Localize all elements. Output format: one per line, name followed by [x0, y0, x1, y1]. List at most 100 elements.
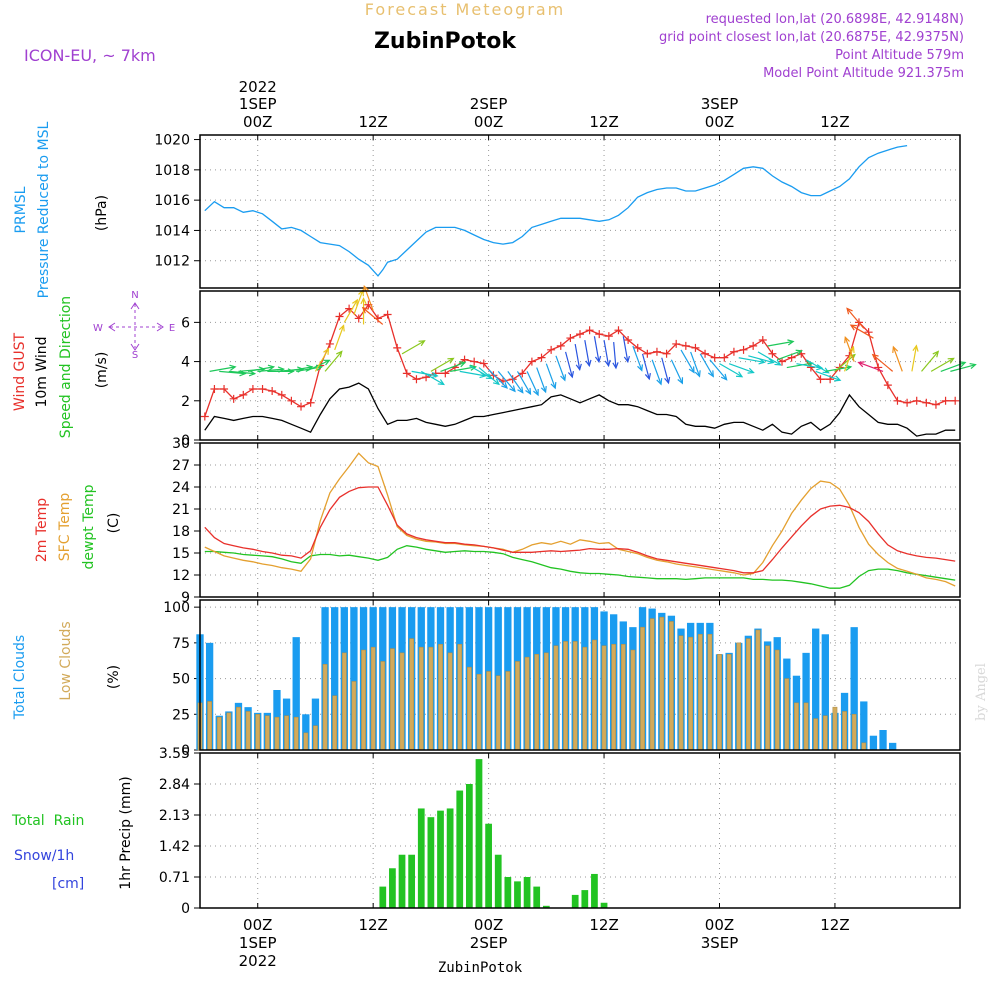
rain-bar	[389, 868, 396, 908]
temp-ytick-label: 30	[172, 436, 190, 452]
wind-arrow-shaft	[850, 324, 874, 339]
low-cloud-bar	[765, 645, 770, 751]
gust-marker	[393, 343, 402, 352]
precip-ytick-label: 2.13	[159, 808, 190, 824]
gust-marker	[383, 310, 392, 319]
prmsl-ytick-label: 1012	[154, 254, 190, 270]
wind-arrow	[488, 369, 508, 389]
top-hour-label: 12Z	[820, 113, 849, 131]
gust-marker	[576, 330, 584, 339]
wind-arrow-shaft	[324, 351, 343, 372]
wind-arrow	[815, 370, 842, 382]
panel-frame	[199, 599, 961, 751]
wind-arrow	[767, 339, 795, 347]
low-cloud-bar	[486, 671, 491, 751]
wind-arrow-shaft	[593, 336, 600, 362]
low-cloud-bar	[409, 638, 415, 751]
gust-marker	[951, 396, 960, 405]
dewpoint-line	[204, 545, 956, 589]
wind-arrow-head	[947, 357, 955, 364]
low-cloud-title: Low Clouds	[58, 621, 74, 700]
wind-arrow-head	[248, 370, 257, 377]
wind-arrow-shaft	[420, 370, 445, 385]
wind-arrow-shaft	[545, 363, 556, 389]
low-cloud-bar	[284, 715, 289, 751]
wind-arrow-shaft	[767, 340, 794, 347]
wind-arrow-head	[567, 371, 575, 379]
gust-marker	[220, 385, 229, 394]
low-cloud-bar	[380, 661, 386, 751]
wind-arrow-shaft	[362, 307, 384, 325]
compass-s: S	[132, 350, 138, 361]
wind-arrow-head	[358, 288, 365, 297]
gust-marker	[672, 339, 681, 348]
low-cloud-bar	[726, 654, 732, 751]
low-cloud-bar	[640, 626, 645, 751]
low-cloud-bar	[543, 652, 549, 751]
wind-arrow-head	[492, 378, 500, 386]
wind-arrow-head	[767, 358, 775, 365]
gust-marker	[633, 343, 642, 352]
total-cloud-bar	[812, 628, 820, 750]
wind-arrow-head	[969, 362, 977, 370]
wind-arrow-head	[437, 379, 445, 386]
gust-marker	[335, 312, 344, 321]
prmsl-title: PRMSL	[13, 186, 29, 233]
watermark: by Angel	[974, 663, 989, 721]
wind-arrow-shaft	[940, 361, 966, 372]
low-cloud-bar	[707, 634, 713, 751]
total-cloud-bar	[350, 607, 358, 750]
wind-panel: 0 2 4 6	[181, 284, 977, 449]
low-cloud-bar	[794, 702, 799, 751]
low-cloud-bar	[303, 732, 309, 751]
wind-arrow	[507, 371, 524, 394]
station-title: ZubinPotok	[374, 29, 517, 54]
wind-arrow	[738, 357, 766, 365]
wind-arrow-shaft	[526, 371, 539, 396]
gust-marker	[306, 398, 315, 407]
wind-arrow-head	[688, 366, 695, 374]
bottom-hour-label: 12Z	[820, 916, 849, 934]
wind-arrow-shaft	[690, 351, 701, 377]
top-hour-label: 00Z	[474, 113, 503, 131]
low-cloud-bar	[582, 646, 588, 751]
wind-arrow-head	[694, 370, 701, 378]
wind-arrow	[940, 361, 967, 372]
temp-titles: 2m Temp SFC Temp dewpt Temp (C)	[34, 484, 122, 569]
wind-arrow-shaft	[613, 342, 617, 369]
gust-marker	[566, 334, 575, 343]
wind-arrow	[871, 353, 894, 372]
prmsl-titles: PRMSL Pressure Reduced to MSL (hPa)	[13, 121, 110, 298]
wind-arrow	[777, 349, 803, 361]
wind-arrow	[555, 355, 567, 382]
wind-arrow	[209, 364, 237, 372]
wind-arrow-shaft	[247, 366, 274, 372]
snow-title: Snow/1h	[14, 848, 74, 864]
wind-arrow-head	[447, 357, 455, 364]
gust-title: Wind GUST	[12, 332, 28, 411]
wind-arrow	[846, 307, 865, 329]
rain-bar	[523, 877, 531, 908]
prmsl-ytick-label: 1020	[154, 133, 190, 149]
low-cloud-bar	[418, 646, 424, 751]
low-cloud-bar	[611, 644, 617, 751]
wind-arrow-head	[644, 372, 651, 381]
wind-arrow	[360, 297, 367, 325]
wind-arrow	[651, 359, 663, 386]
precip-ytick-label: 0	[181, 901, 190, 917]
wind-arrow	[930, 357, 955, 372]
total-cloud-bar	[292, 637, 300, 750]
panel-frame	[199, 290, 961, 441]
rain-bar	[456, 790, 464, 908]
compass-arrows-icon	[108, 302, 164, 351]
wind-arrow-shaft	[603, 340, 610, 366]
wind-arrow-shaft	[846, 308, 865, 329]
wind-arrow-shaft	[478, 367, 500, 385]
wind-arrow-shaft	[728, 363, 754, 374]
gust-marker	[239, 390, 248, 399]
wind-arrow-shaft	[738, 357, 765, 363]
gust-marker	[893, 396, 902, 405]
wind-arrow	[343, 298, 358, 323]
